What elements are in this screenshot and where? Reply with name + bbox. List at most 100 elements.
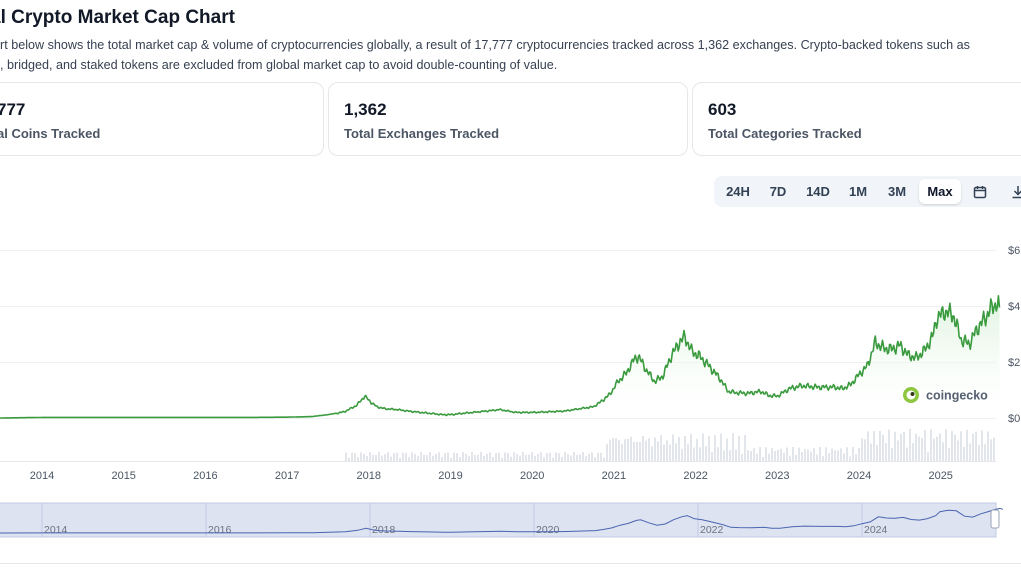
volume-bar xyxy=(462,452,464,461)
volume-bar xyxy=(993,437,995,461)
volume-bar xyxy=(369,452,371,461)
download-icon[interactable] xyxy=(1004,179,1021,204)
volume-bar xyxy=(591,452,593,461)
volume-bar xyxy=(750,451,752,461)
navigator-tick-label: 2016 xyxy=(208,524,232,536)
volume-bar xyxy=(879,431,881,461)
volume-bar xyxy=(636,441,638,461)
volume-bar xyxy=(774,450,776,461)
volume-bar xyxy=(510,456,512,461)
volume-bar xyxy=(525,454,527,461)
calendar-icon[interactable] xyxy=(966,179,996,204)
volume-bar xyxy=(348,457,350,461)
tab-24h[interactable]: 24H xyxy=(726,184,750,199)
y-tick-label: $0 xyxy=(1008,413,1020,425)
navigator-tick-label: 2020 xyxy=(536,524,560,536)
x-tick-label: 2016 xyxy=(193,470,217,482)
volume-bar xyxy=(873,430,875,461)
volume-bar xyxy=(849,456,851,461)
tab-3m[interactable]: 3M xyxy=(887,184,907,199)
navigator-background[interactable] xyxy=(0,502,997,538)
volume-bar xyxy=(555,452,557,461)
volume-bar xyxy=(768,453,770,461)
volume-bar xyxy=(705,446,707,461)
stat-card-categories: 603 Total Categories Tracked xyxy=(692,82,1021,156)
volume-bar xyxy=(429,452,431,461)
description-line-1: hart below shows the total market cap & … xyxy=(0,38,970,52)
market-cap-line xyxy=(0,295,1001,419)
volume-bar xyxy=(399,457,401,461)
volume-bar xyxy=(381,455,383,461)
volume-bar xyxy=(933,438,935,461)
volume-bar xyxy=(795,455,797,461)
volume-bar xyxy=(777,450,779,461)
volume-bar xyxy=(546,453,548,461)
volume-bar xyxy=(783,452,785,461)
volume-bar xyxy=(351,452,353,461)
volume-bar xyxy=(471,452,473,461)
volume-bar xyxy=(441,456,443,461)
page-title: al Crypto Market Cap Chart xyxy=(0,7,235,28)
volume-bar xyxy=(627,438,629,461)
volume-bar xyxy=(378,452,380,461)
x-tick-label: 2025 xyxy=(928,470,952,482)
volume-bar xyxy=(669,444,671,461)
volume-bar xyxy=(831,448,833,461)
volume-bar xyxy=(477,454,479,461)
tab-7d[interactable]: 7D xyxy=(769,184,787,199)
volume-bar xyxy=(867,431,869,461)
volume-bar xyxy=(597,453,599,461)
volume-bar xyxy=(603,457,605,461)
volume-bar xyxy=(954,434,956,461)
volume-bar xyxy=(909,428,911,461)
tab-1m[interactable]: 1M xyxy=(848,184,868,199)
stat-label: Total Categories Tracked xyxy=(708,126,862,141)
volume-bar xyxy=(690,434,692,461)
volume-bar xyxy=(819,447,821,461)
volume-bar xyxy=(891,447,893,461)
volume-bar xyxy=(480,452,482,461)
navigator-tick-label: 2014 xyxy=(44,524,68,536)
volume-bar xyxy=(438,452,440,461)
x-tick-label: 2019 xyxy=(438,470,462,482)
volume-bar xyxy=(942,442,944,461)
volume-bar xyxy=(894,431,896,461)
tab-max[interactable]: Max xyxy=(919,179,961,204)
volume-bar xyxy=(885,443,887,461)
volume-bar xyxy=(552,457,554,461)
volume-bar xyxy=(405,453,407,461)
navigator-handle[interactable] xyxy=(990,509,1000,529)
volume-bar xyxy=(810,451,812,461)
x-tick-label: 2023 xyxy=(765,470,789,482)
watermark: coingecko xyxy=(903,387,988,403)
volume-bar xyxy=(990,439,992,461)
stat-label: al Coins Tracked xyxy=(0,126,101,141)
volume-bar xyxy=(390,456,392,461)
volume-bar xyxy=(660,435,662,461)
volume-bar xyxy=(912,443,914,461)
volume-bar xyxy=(900,434,902,461)
volume-bar xyxy=(408,457,410,461)
x-tick-label: 2022 xyxy=(683,470,707,482)
tab-14d[interactable]: 14D xyxy=(806,184,830,199)
volume-bar xyxy=(789,455,791,461)
volume-bar xyxy=(945,429,947,461)
volume-bar xyxy=(621,444,623,461)
volume-bar xyxy=(474,454,476,461)
volume-bar xyxy=(765,447,767,461)
watermark-text: coingecko xyxy=(926,389,988,403)
volume-bar xyxy=(960,431,962,461)
volume-bar xyxy=(720,433,722,461)
volume-bar xyxy=(693,447,695,461)
volume-bar xyxy=(915,433,917,461)
volume-bar xyxy=(579,454,581,461)
volume-bar xyxy=(417,455,419,461)
volume-bar xyxy=(447,452,449,461)
market-cap-area xyxy=(0,295,1000,418)
volume-bar xyxy=(534,455,536,461)
x-tick-label: 2015 xyxy=(111,470,135,482)
volume-bar xyxy=(519,455,521,461)
volume-bar xyxy=(888,429,890,461)
volume-bar xyxy=(684,436,686,461)
volume-bar xyxy=(957,440,959,461)
